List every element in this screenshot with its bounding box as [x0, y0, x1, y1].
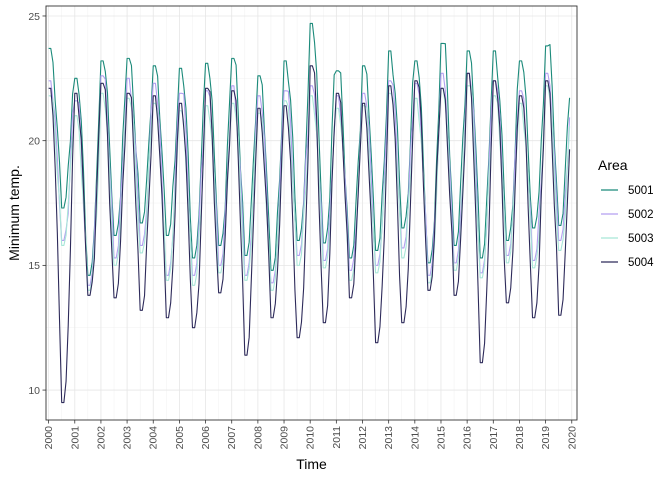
x-tick-label: 2003 [122, 426, 134, 450]
series-line-5004 [48, 65, 571, 404]
x-tick-label: 2007 [226, 426, 238, 450]
x-tick-label: 2014 [409, 426, 421, 450]
x-tick-label: 2018 [514, 426, 526, 450]
plot-panel [46, 6, 577, 420]
x-tick-label: 2010 [305, 426, 317, 450]
y-axis-title: Minimum temp. [6, 165, 22, 261]
y-axis: 10 15 20 25 [28, 11, 46, 397]
x-tick-label: 2005 [174, 426, 186, 450]
y-tick-label: 10 [28, 385, 40, 397]
x-tick-label: 2001 [69, 426, 81, 450]
x-tick-label: 2004 [148, 426, 160, 450]
legend-label-5002: 5002 [628, 209, 654, 221]
legend-label-5003: 5003 [628, 233, 654, 245]
legend-label-5004: 5004 [628, 257, 654, 269]
x-tick-label: 2011 [331, 426, 343, 449]
series-lines [48, 22, 571, 404]
major-gridlines [46, 6, 577, 420]
legend: Area 5001 5002 5003 5004 [598, 157, 654, 269]
x-tick-label: 2000 [43, 426, 55, 450]
x-tick-label: 2002 [95, 426, 107, 450]
x-tick-label: 2015 [435, 426, 447, 450]
x-tick-label: 2012 [357, 426, 369, 450]
legend-title: Area [598, 157, 628, 173]
y-tick-label: 25 [28, 11, 40, 23]
x-tick-label: 2009 [279, 426, 291, 450]
x-tick-label: 2017 [488, 426, 500, 450]
x-tick-label: 2006 [200, 426, 212, 450]
x-axis-title: Time [296, 456, 327, 472]
x-tick-label: 2019 [540, 426, 552, 450]
y-tick-label: 20 [28, 135, 40, 147]
x-axis: 2000 2001 2002 2003 2004 2005 2006 2007 2008 2009… [43, 420, 578, 449]
plot-panel-border [45, 5, 578, 421]
legend-label-5001: 5001 [628, 185, 654, 197]
x-tick-label: 2008 [252, 426, 264, 450]
x-tick-label: 2020 [566, 426, 578, 450]
y-tick-label: 15 [28, 260, 40, 272]
x-tick-label: 2013 [383, 426, 395, 450]
x-tick-label: 2016 [462, 426, 474, 450]
